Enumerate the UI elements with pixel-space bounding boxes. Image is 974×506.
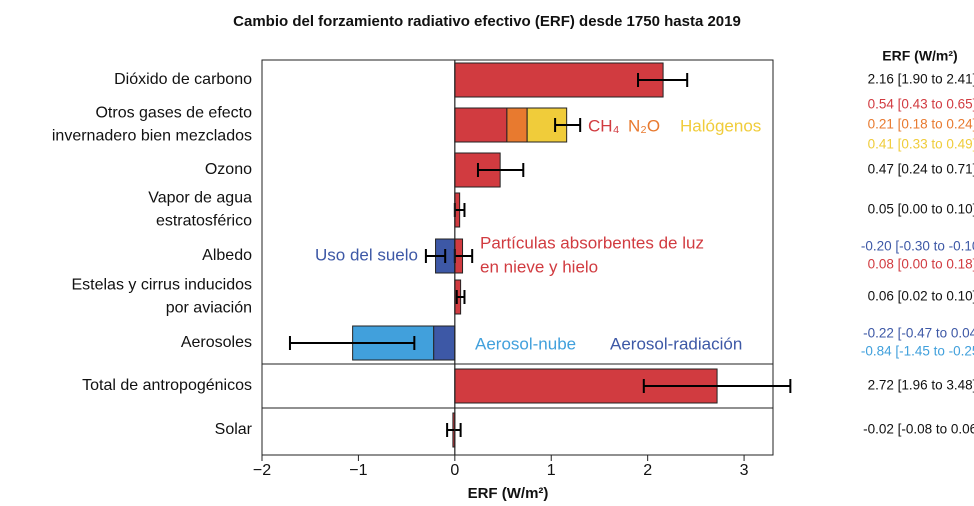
segment-annotation: Partículas absorbentes de luz <box>480 233 704 252</box>
value-label: 0.47 [0.24 to 0.71] <box>868 162 974 177</box>
value-label: 0.08 [0.00 to 0.18] <box>868 257 974 272</box>
segment-annotation: Uso del suelo <box>315 245 418 264</box>
value-label: 2.16 [1.90 to 2.41] <box>868 72 974 87</box>
value-label: -0.02 [-0.08 to 0.06] <box>863 422 974 437</box>
x-tick-label: −1 <box>349 462 367 479</box>
x-axis-label: ERF (W/m²) <box>468 485 549 502</box>
plot-frame <box>261 59 774 456</box>
bar-segment <box>454 107 508 143</box>
segment-annotation: en nieve y hielo <box>480 257 598 276</box>
row-label: Otros gases de efecto <box>95 105 252 122</box>
x-tick-label: −2 <box>253 462 271 479</box>
row-label: Aerosoles <box>181 334 252 351</box>
value-label: 0.21 [0.18 to 0.24] <box>868 117 974 132</box>
row-label: invernadero bien mezclados <box>52 128 252 145</box>
row-label: por aviación <box>166 300 252 317</box>
row-label: Vapor de agua <box>148 190 252 207</box>
row-label: estratosférico <box>156 213 252 230</box>
x-tick-label: 2 <box>643 462 652 479</box>
row-label: Estelas y cirrus inducidos <box>71 277 252 294</box>
x-tick-label: 1 <box>547 462 556 479</box>
bar-segment <box>454 62 664 98</box>
value-label: 0.54 [0.43 to 0.65] <box>868 97 974 112</box>
x-tick-label: 0 <box>450 462 459 479</box>
segment-annotation: Aerosol-nube <box>475 334 576 353</box>
value-label: -0.84 [-1.45 to -0.25] <box>861 344 974 359</box>
chart-title: Cambio del forzamiento radiativo efectiv… <box>233 13 741 30</box>
row-label: Solar <box>215 421 253 438</box>
bar-segment <box>433 325 456 361</box>
row-label: Albedo <box>202 247 252 264</box>
value-label: -0.20 [-0.30 to -0.10] <box>861 239 974 254</box>
row-label: Ozono <box>205 161 252 178</box>
segment-annotation: N₂O <box>628 116 660 135</box>
bar-segment <box>506 107 528 143</box>
value-label: 2.72 [1.96 to 3.48] <box>868 378 974 393</box>
value-label: 0.41 [0.33 to 0.49] <box>868 137 974 152</box>
row-label: Total de antropogénicos <box>82 377 252 394</box>
value-label: -0.22 [-0.47 to 0.04] <box>863 326 974 341</box>
segment-annotation: Halógenos <box>680 116 761 135</box>
value-column-title: ERF (W/m²) <box>882 48 957 64</box>
row-label: Dióxido de carbono <box>114 71 252 88</box>
value-label: 0.06 [0.02 to 0.10] <box>868 289 974 304</box>
segment-annotation: CH₄ <box>588 116 620 135</box>
x-tick-label: 3 <box>740 462 749 479</box>
value-label: 0.05 [0.00 to 0.10] <box>868 202 974 217</box>
segment-annotation: Aerosol-radiación <box>610 334 742 353</box>
